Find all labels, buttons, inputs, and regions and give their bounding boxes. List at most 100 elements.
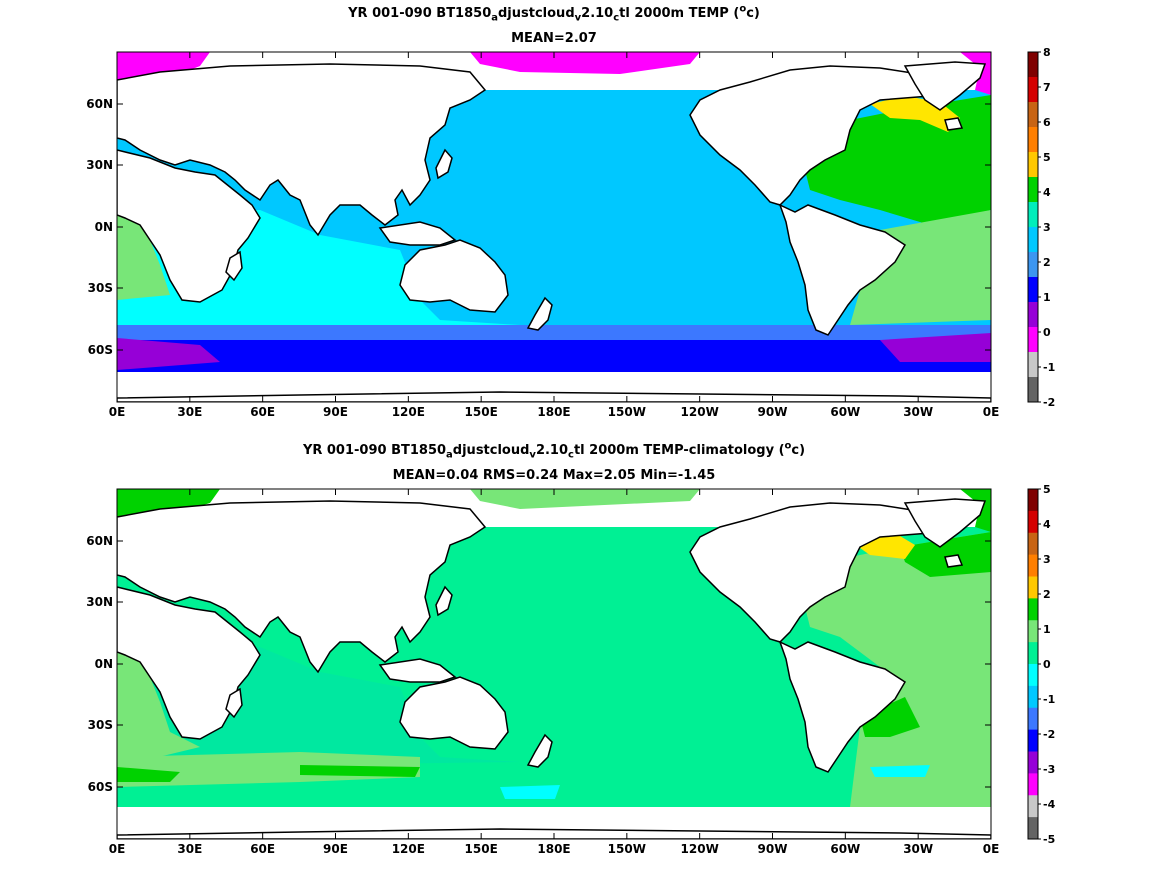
lon-tick-label: 180E [537,842,570,856]
colorbar-swatch [1028,642,1038,665]
lon-tick-label: 30W [903,842,933,856]
lon-tick-label: 60W [830,405,860,419]
colorbar-label: -5 [1043,833,1055,846]
colorbar-label: 6 [1043,116,1051,129]
lat-tick-label: 0N [95,220,113,234]
anomaly-fill-green-north [900,532,991,577]
colorbar-swatch [1028,302,1038,328]
lon-tick-label: 0E [109,842,126,856]
colorbar-swatch [1028,277,1038,303]
colorbar-swatch [1028,127,1038,153]
colorbar-label: 5 [1043,483,1051,496]
colorbar-label: -1 [1043,693,1055,706]
lon-tick-label: 180E [537,405,570,419]
lat-tick-label: 60S [88,343,113,357]
lon-tick-label: 120W [681,405,719,419]
lon-tick-label: 150E [465,405,498,419]
colorbar-swatch [1028,773,1038,796]
colorbar-swatch [1028,729,1038,752]
colorbar-label: 4 [1043,518,1051,531]
colorbar-label: 8 [1043,46,1051,59]
colorbar-swatch [1028,102,1038,128]
lat-tick-label: 30N [86,158,113,172]
lon-tick-label: 120E [392,405,425,419]
lon-tick-label: 60W [830,842,860,856]
lat-tick-label: 60N [86,97,113,111]
colorbar-swatch [1028,664,1038,687]
top-subtitle: MEAN=2.07 [511,31,597,46]
lon-tick-label: 90E [323,405,348,419]
colorbar-label: -2 [1043,728,1055,741]
bottom-subtitle: MEAN=0.04 RMS=0.24 Max=2.05 Min=-1.45 [392,468,716,483]
colorbar-swatch [1028,52,1038,78]
lon-tick-label: 120E [392,842,425,856]
colorbar-label: -4 [1043,798,1056,811]
colorbar-label: 2 [1043,256,1051,269]
colorbar-swatch [1028,707,1038,731]
map-top [117,52,991,402]
colorbar-swatch [1028,227,1038,253]
colorbar-label: 0 [1043,658,1051,671]
lon-tick-label: 150W [608,842,646,856]
colorbar-swatch [1028,795,1038,818]
colorbar-swatch [1028,489,1038,512]
colorbar-swatch [1028,202,1038,228]
colorbar-label: 5 [1043,151,1051,164]
top-title: YR 001-090 BT1850adjustcloudv2.10ctl 200… [348,3,760,24]
colorbar-swatch [1028,352,1038,378]
anomaly-fill-cyan [500,785,560,799]
anomaly-fill-southern-band [117,752,420,787]
colorbar-label: 2 [1043,588,1051,601]
bottom-title: YR 001-090 BT1850adjustcloudv2.10ctl 200… [302,440,806,461]
colorbar-label: -1 [1043,361,1055,374]
lat-tick-label: 30S [88,718,113,732]
colorbar-swatch [1028,177,1038,203]
colorbar-swatch [1028,77,1038,103]
colorbar-label: 4 [1043,186,1051,199]
ocean-fill-arctic [117,52,210,80]
colorbar-swatch [1028,510,1038,534]
colorbar-swatch [1028,327,1038,353]
lon-tick-label: 150W [608,405,646,419]
colorbars: 8 7 6 5 4 3 2 1 0 -1 -2 5 4 3 2 1 0 -1 -2 -3 -4 -5 [1027,46,1056,846]
lon-tick-label: 150E [465,842,498,856]
map-bottom [117,489,991,839]
colorbar-label: 1 [1043,623,1051,636]
axes-layer: 0E 30E 60E 90E 120E 150E 180E 150W 120W 90W 60W 30W… [86,52,999,856]
ocean-fill-indian [117,210,680,340]
colorbar-swatch [1028,576,1038,599]
lon-tick-label: 90W [758,842,788,856]
lon-tick-label: 120W [681,842,719,856]
colorbar-swatch [1028,598,1038,621]
lon-tick-label: 30W [903,405,933,419]
lon-tick-label: 0E [983,405,1000,419]
colorbar-label: 1 [1043,291,1051,304]
colorbar-swatch [1028,685,1038,709]
lon-tick-label: 30E [177,842,202,856]
colorbar-label: 3 [1043,221,1051,234]
lon-tick-label: 0E [983,842,1000,856]
lon-tick-label: 60E [250,842,275,856]
colorbar-label: 3 [1043,553,1051,566]
colorbar-swatch [1028,554,1038,577]
colorbar-swatch [1028,377,1038,403]
colorbar-swatch [1028,620,1038,643]
ocean-fill-weddell [880,333,991,362]
colorbar-label: 7 [1043,81,1051,94]
colorbar-swatch [1028,817,1038,840]
lon-tick-label: 0E [109,405,126,419]
lat-tick-label: 30N [86,595,113,609]
colorbar-label: -2 [1043,396,1055,409]
colorbar-label: 0 [1043,326,1051,339]
anomaly-fill-atlantic [800,532,991,807]
lat-tick-label: 30S [88,281,113,295]
colorbar-swatch [1028,532,1038,556]
colorbar-swatch [1028,751,1038,774]
lon-tick-label: 60E [250,405,275,419]
colorbar-label: -3 [1043,763,1055,776]
lat-tick-label: 0N [95,657,113,671]
lon-tick-label: 30E [177,405,202,419]
lon-tick-label: 90E [323,842,348,856]
colorbar-swatch [1028,252,1038,278]
